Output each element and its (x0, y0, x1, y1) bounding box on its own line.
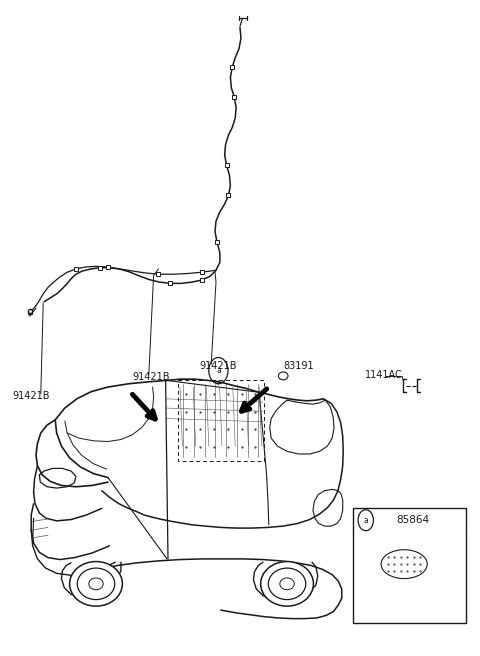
Ellipse shape (70, 562, 122, 606)
Ellipse shape (381, 550, 427, 579)
Ellipse shape (278, 372, 288, 380)
Text: 91421B: 91421B (12, 391, 49, 401)
Text: 91421B: 91421B (199, 361, 237, 371)
Ellipse shape (261, 562, 313, 606)
Text: 85864: 85864 (396, 515, 429, 525)
Text: a: a (363, 516, 368, 525)
Text: 1141AC: 1141AC (365, 370, 403, 380)
Ellipse shape (89, 578, 103, 590)
Ellipse shape (280, 578, 294, 590)
FancyBboxPatch shape (353, 508, 466, 623)
Text: 83191: 83191 (283, 361, 314, 371)
Text: 91421B: 91421B (132, 372, 169, 382)
Text: a: a (216, 366, 221, 375)
Ellipse shape (77, 568, 115, 600)
Ellipse shape (268, 568, 306, 600)
